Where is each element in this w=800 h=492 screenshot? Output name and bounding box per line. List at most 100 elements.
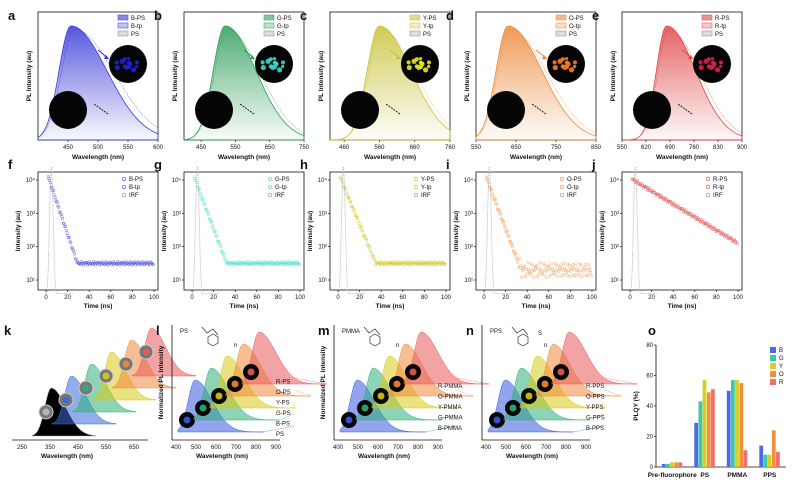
decay-point xyxy=(554,268,559,272)
legend-swatch-B xyxy=(770,347,776,353)
decay-point xyxy=(387,261,391,265)
legend-label-PS: PS xyxy=(423,32,431,38)
panel-n-xtick-label: 900 xyxy=(581,445,592,451)
decay-point xyxy=(192,175,196,179)
legend-swatch-PS xyxy=(555,30,567,37)
decay-point xyxy=(585,268,589,272)
panel-n-sulfur-label: S xyxy=(538,331,542,337)
legend-marker-O-tp xyxy=(559,184,565,190)
panel-b-xtick-label: 450 xyxy=(196,145,207,151)
panel-n-baseline xyxy=(572,425,605,433)
decay-point xyxy=(364,237,368,241)
panel-a-xtick-label: 600 xyxy=(153,145,164,151)
panel-f-xtick-label: 100 xyxy=(149,295,160,301)
panel-n-xtick-label: 800 xyxy=(561,445,572,451)
decay-point xyxy=(485,177,489,181)
decay-point xyxy=(720,230,724,234)
panel-g-decay-points xyxy=(192,175,301,267)
decay-point xyxy=(578,262,582,266)
panel-i-xtick-label: 100 xyxy=(587,295,598,301)
decay-point xyxy=(143,262,147,266)
panel-l-photo-spot xyxy=(247,368,255,376)
decay-point xyxy=(583,262,587,266)
decay-point xyxy=(150,262,155,266)
decay-point xyxy=(631,177,635,181)
decay-point xyxy=(289,262,293,266)
bar-O-3 xyxy=(771,430,776,467)
decay-point xyxy=(584,274,588,278)
panel-j-ylabel: Intensity (au) xyxy=(599,211,606,251)
decay-point xyxy=(219,245,223,249)
panel-k-photo-spot xyxy=(42,408,50,416)
panel-f-frame xyxy=(37,171,159,291)
panel-e-xtick-label: 900 xyxy=(737,145,748,151)
decay-point xyxy=(349,200,353,204)
legend-swatch-PS xyxy=(117,30,129,37)
decay-point xyxy=(552,271,556,275)
panel-m-photo-spot xyxy=(345,416,353,424)
panel-g-irf xyxy=(192,166,219,294)
panel-l-xtick-label: 400 xyxy=(171,445,182,451)
photo-glow xyxy=(714,67,721,73)
decay-point xyxy=(546,265,550,269)
decay-point xyxy=(217,241,221,245)
panel-f-xtick-label: 60 xyxy=(107,295,114,301)
panel-l-ring xyxy=(207,333,219,347)
panel-l-xtick-label: 700 xyxy=(231,445,242,451)
decay-point xyxy=(536,274,540,279)
decay-point xyxy=(116,260,120,264)
decay-point xyxy=(222,252,226,256)
panel-l-baseline xyxy=(262,425,295,433)
decay-point xyxy=(220,249,224,253)
panel-o-ytick-label: 20 xyxy=(646,435,653,441)
decay-point xyxy=(234,260,238,264)
panel-h-xlabel: Time (ns) xyxy=(376,303,405,310)
decay-point xyxy=(550,261,554,265)
legend-label-O: O xyxy=(779,372,784,378)
decay-point xyxy=(641,183,645,187)
decay-point xyxy=(734,240,738,244)
panel-k-photo-spot xyxy=(102,372,110,380)
panel-j-ytick-label: 10² xyxy=(610,245,619,251)
legend-label-B-PS: B-PS xyxy=(129,177,143,183)
decay-point xyxy=(495,202,499,207)
decay-point xyxy=(352,207,356,211)
photo-glow xyxy=(411,58,417,64)
decay-point xyxy=(280,263,284,267)
decay-point xyxy=(204,207,208,211)
arrowhead-b-a xyxy=(250,55,255,59)
legend-label-Y: Y xyxy=(779,364,783,370)
decay-point xyxy=(547,263,551,268)
decay-point xyxy=(523,264,527,268)
photo-dark-c xyxy=(341,91,379,129)
legend-swatch-G xyxy=(770,355,776,361)
legend-swatch-PS xyxy=(701,30,713,37)
decay-point xyxy=(193,177,197,181)
photo-glow xyxy=(127,65,131,69)
decay-point xyxy=(107,262,111,266)
photo-glow xyxy=(719,64,723,69)
panel-f-xtick-label: 0 xyxy=(44,295,48,301)
panel-a-xlabel: Wavelength (nm) xyxy=(72,154,124,161)
legend-label-R-tp: R-tp xyxy=(715,24,727,30)
decay-point xyxy=(500,217,504,221)
panel-n-polymer-label: PPS xyxy=(490,329,502,335)
decay-point xyxy=(354,213,358,218)
photo-glow xyxy=(708,64,714,70)
panel-h-xtick-label: 40 xyxy=(378,295,385,301)
decay-point xyxy=(47,177,51,181)
panel-l-stack-label: G-PS xyxy=(276,411,291,417)
arrowhead-c-a xyxy=(396,55,401,59)
photo-glow xyxy=(276,67,283,73)
decay-point xyxy=(517,257,521,261)
panel-m-stack-label: B-PMMA xyxy=(438,426,462,432)
legend-label-G-PS: G-PS xyxy=(275,177,290,183)
panel-c-xtick-label: 760 xyxy=(445,145,456,151)
bar-O-1 xyxy=(706,392,711,467)
panel-c-ylabel: PL Intensity (au) xyxy=(318,51,325,101)
decay-point xyxy=(53,195,57,199)
panel-e-tp-curve xyxy=(622,29,743,141)
decay-point xyxy=(355,216,359,220)
decay-point xyxy=(524,268,528,272)
